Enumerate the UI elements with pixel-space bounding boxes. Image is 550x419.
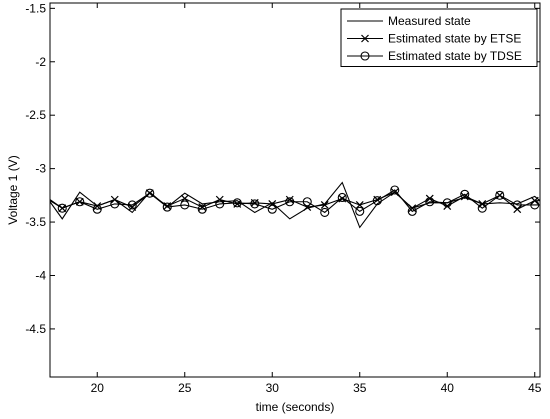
data-point: [180, 194, 189, 203]
data-point: [443, 202, 452, 210]
data-point: [337, 192, 347, 203]
y-tick-label: -2.5: [25, 108, 46, 122]
x-tick-label: 30: [266, 381, 280, 395]
data-point: [162, 202, 172, 212]
y-axis-title: Voltage 1 (V): [6, 155, 20, 224]
legend-item: Estimated state by ETSE: [347, 32, 521, 46]
data-point: [180, 200, 190, 210]
data-point: [320, 201, 329, 209]
legend-label: Estimated state by ETSE: [388, 32, 521, 46]
data-point: [232, 198, 242, 208]
y-tick-label: -2: [35, 55, 46, 69]
data-point: [355, 201, 364, 209]
data-point: [407, 206, 417, 216]
legend-item: Measured state: [347, 14, 471, 28]
y-tick-label: -4: [35, 268, 46, 282]
y-tick-label: -3.5: [25, 215, 46, 229]
data-point: [460, 189, 470, 199]
legend-item: Estimated state by TDSE: [347, 49, 522, 63]
y-tick-label: -1.5: [25, 1, 46, 15]
y-tick-label: -3: [35, 162, 46, 176]
data-point: [198, 203, 207, 212]
x-tick-label: 25: [178, 381, 192, 395]
data-point: [390, 188, 399, 197]
data-point: [390, 185, 400, 195]
legend-box: [340, 8, 538, 67]
data-point: [355, 206, 365, 216]
data-point: [425, 194, 434, 203]
data-point: [495, 190, 505, 200]
data-point: [425, 197, 435, 207]
x-axis-title: time (seconds): [256, 400, 335, 414]
data-point: [75, 197, 85, 207]
legend-marker: [361, 34, 369, 43]
data-point: [530, 200, 540, 210]
x-tick-label: 35: [353, 381, 367, 395]
legend-label: Measured state: [388, 14, 471, 28]
data-point: [320, 207, 330, 217]
y-tick-label: -4.5: [25, 322, 46, 336]
legend: Measured state Estimated state by ETSE Est…: [340, 8, 538, 67]
data-point: [267, 204, 277, 214]
axis-ticks: 20 25 30 35 40 45 -1.5 -2 -2.5 -3 -3.5 -4 -4.5: [25, 1, 541, 395]
x-tick-label: 20: [91, 381, 105, 395]
data-point: [110, 199, 120, 209]
data-point: [215, 199, 225, 209]
data-point: [250, 199, 260, 209]
series-layer: [49, 181, 541, 229]
data-point: [477, 203, 487, 213]
data-point: [197, 204, 207, 214]
data-point: [460, 192, 469, 201]
data-point: [145, 188, 155, 198]
data-point: [512, 200, 522, 210]
data-point: [372, 196, 382, 206]
series-3: [49, 185, 540, 217]
data-point: [302, 197, 312, 207]
data-point: [57, 203, 67, 213]
legend-label: Estimated state by TDSE: [388, 49, 522, 63]
legend-marker: [360, 51, 370, 61]
x-tick-label: 40: [441, 381, 455, 395]
x-tick-label: 45: [528, 381, 542, 395]
data-point: [442, 198, 452, 208]
data-point: [285, 197, 295, 207]
data-point: [127, 200, 137, 210]
data-point: [92, 204, 102, 214]
